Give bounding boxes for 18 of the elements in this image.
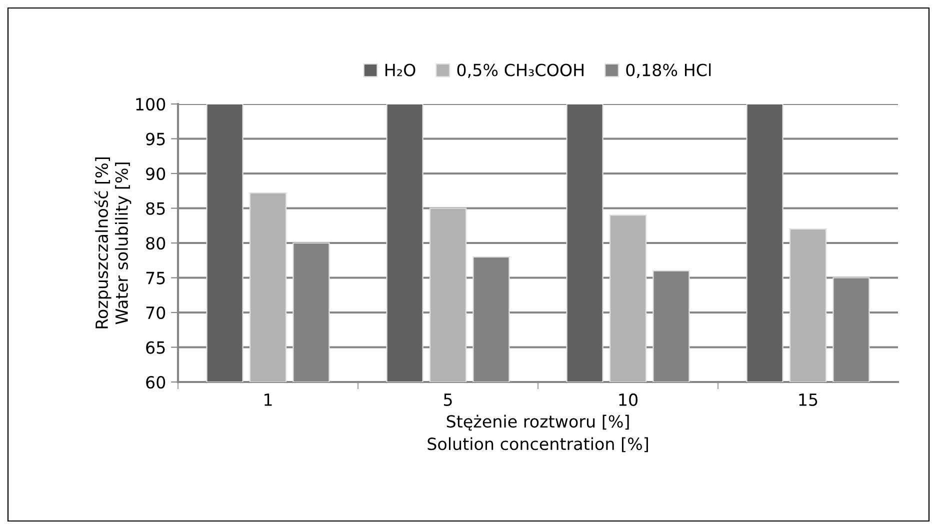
legend-label: H₂O	[385, 64, 416, 76]
x-tick-label: 1	[264, 394, 272, 406]
y-tick-label: 90	[146, 167, 166, 180]
y-tick-label: 85	[146, 202, 165, 215]
legend-label: 0,18% HCl	[626, 63, 711, 78]
legend-label: 0,5% CH₃COOH	[457, 64, 584, 78]
y-tick-label: 70	[146, 306, 166, 320]
x-tick-label: 10	[619, 393, 638, 406]
y-tick-label: 65	[146, 341, 165, 354]
y-tick-label: 80	[146, 236, 166, 250]
y-tick-label: 100	[136, 98, 166, 111]
y-tick-label: 95	[146, 132, 165, 146]
x-tick-label: 5	[444, 394, 452, 406]
x-axis-title: Stężenie roztworu [%] Solution concentration [%]	[428, 414, 648, 452]
y-tick-label: 75	[146, 272, 165, 284]
x-tick-label: 15	[799, 394, 818, 406]
y-tick-label: 60	[146, 376, 166, 389]
y-axis-title: Rozpuszczalność [%] Water solubility [%]	[94, 158, 132, 328]
